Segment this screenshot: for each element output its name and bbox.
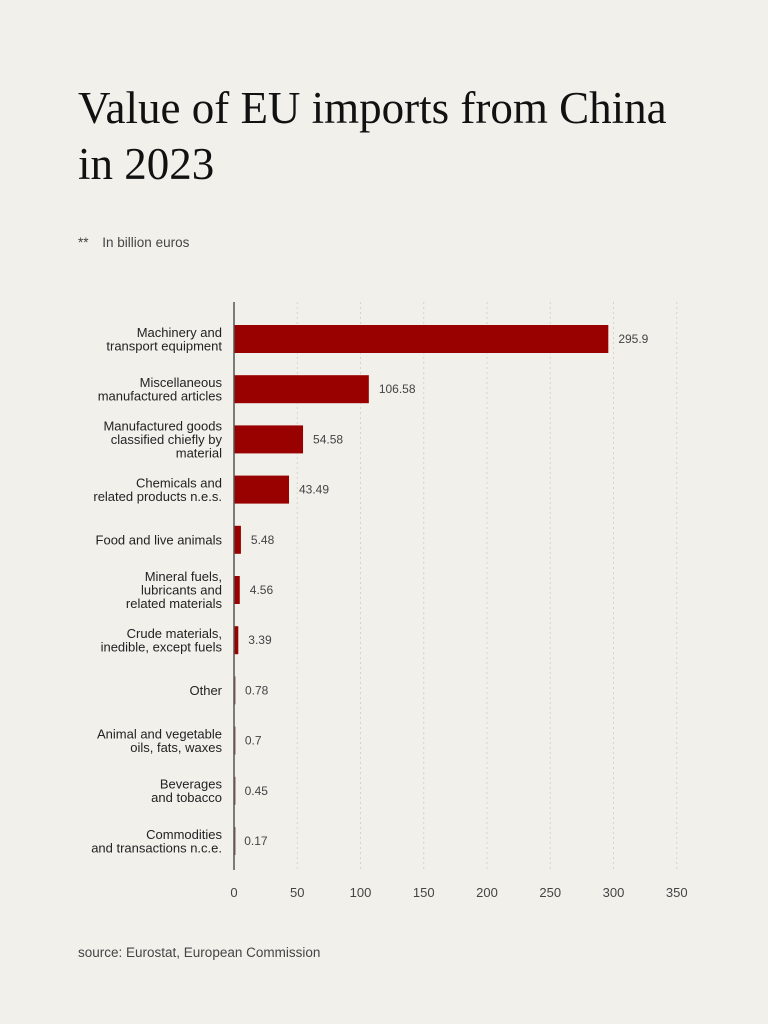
bar-value-label: 54.58 [313, 432, 343, 446]
bar-value-label: 0.17 [244, 834, 268, 848]
bar [234, 425, 304, 454]
bar [234, 325, 609, 353]
chart-title: Value of EU imports from China in 2023 [78, 83, 667, 189]
category-label: Chemicals and related products n.e.s. [93, 475, 222, 504]
bar-value-label: 0.7 [245, 734, 262, 748]
bar [234, 626, 239, 655]
category-label: Manufactured goods classified chiefly by m… [103, 418, 222, 460]
subtitle-mark: ** [78, 235, 89, 250]
bar-value-label: 106.58 [379, 382, 416, 396]
bar-value-label: 5.48 [251, 533, 275, 547]
x-tick-label: 50 [290, 885, 304, 900]
x-tick-label: 100 [350, 885, 372, 900]
bar [234, 525, 241, 554]
x-tick-label: 300 [603, 885, 625, 900]
category-label: Miscellaneous manufactured articles [98, 375, 223, 404]
category-label: Animal and vegetable oils, fats, waxes [97, 726, 223, 755]
subtitle: ** In billion euros [78, 235, 189, 250]
category-label: Food and live animals [96, 532, 223, 547]
category-label: Machinery and transport equipment [106, 325, 222, 354]
bar-value-label: 3.39 [248, 633, 272, 647]
category-label: Beverages and tobacco [151, 777, 222, 806]
bar-value-label: 0.45 [245, 784, 269, 798]
bar [234, 576, 240, 604]
x-tick-label: 200 [476, 885, 498, 900]
bar-value-label: 0.78 [245, 683, 269, 697]
source-note: source: Eurostat, European Commission [78, 945, 321, 960]
bar-value-label: 295.9 [618, 332, 648, 346]
bar-value-label: 43.49 [299, 483, 329, 497]
x-tick-label: 250 [539, 885, 561, 900]
x-tick-label: 0 [230, 885, 237, 900]
bar [234, 375, 369, 404]
subtitle-text: In billion euros [102, 235, 190, 250]
category-label: Other [189, 683, 222, 698]
bar [234, 475, 290, 504]
x-tick-label: 350 [666, 885, 688, 900]
category-label: Mineral fuels, lubricants and related mate… [126, 569, 223, 611]
category-label: Commodities and transactions n.c.e. [91, 827, 222, 856]
bar-value-label: 4.56 [250, 583, 274, 597]
x-tick-label: 150 [413, 885, 435, 900]
category-label: Crude materials, inedible, except fuels [101, 626, 223, 655]
